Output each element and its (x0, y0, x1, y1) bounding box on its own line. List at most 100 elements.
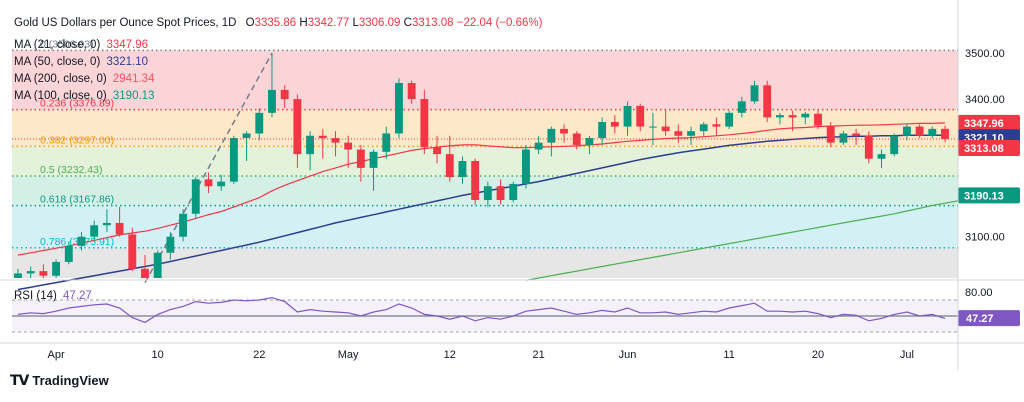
fib-level-label: 0.786 (3075.91) (40, 236, 114, 248)
rsi-line (17, 296, 946, 324)
candle (839, 131, 848, 145)
moving-average-lines (17, 52, 996, 291)
candle-body (610, 122, 619, 127)
candle-body (763, 85, 772, 118)
indicator-value: 2941.34 (112, 73, 155, 85)
price-badge: 3313.08 (958, 139, 1020, 156)
candle (890, 133, 899, 157)
time-tick: 22 (253, 349, 265, 361)
candle-body (204, 179, 213, 187)
fib-zone (12, 247, 958, 278)
rsi-label: RSI (14) (14, 290, 57, 302)
candle (750, 80, 759, 104)
candle-body (318, 135, 327, 139)
ma100-line (525, 194, 996, 281)
candle-body (852, 133, 861, 136)
candle-body (115, 222, 124, 235)
price-badge: 3347.96 (958, 114, 1020, 131)
candle-body (395, 83, 403, 134)
candle (814, 110, 822, 129)
candle (433, 135, 441, 164)
fib-level-label: 0.5 (3232.43) (40, 164, 102, 176)
candle (864, 131, 873, 164)
candle-body (420, 99, 429, 148)
candle-body (268, 89, 276, 113)
price-badge-label: 3347.96 (964, 118, 1004, 130)
candle-body (496, 186, 505, 200)
indicator-ma50[interactable]: MA (50, close, 0) 3321.10 (14, 55, 148, 69)
change-value: −22.04 (−0.66%) (456, 17, 543, 29)
time-tick: 21 (533, 349, 545, 361)
candle (229, 135, 238, 184)
candle-body (242, 133, 251, 139)
candle-body (102, 222, 111, 226)
candle-body (306, 135, 315, 155)
rsi-legend[interactable]: RSI (14) 47.27 (14, 289, 92, 303)
candle (737, 96, 746, 118)
candle (26, 266, 35, 278)
candle-body (14, 273, 22, 278)
candle-body (217, 181, 226, 187)
indicator-ma21[interactable]: MA (21, close, 0) 3347.96 (14, 38, 148, 52)
price-tick: 3100.00 (965, 232, 1005, 244)
candle-body (750, 85, 759, 102)
price-badge-bg (958, 114, 1020, 131)
rsi-badge: 47.27 (958, 310, 1020, 327)
candle (407, 80, 416, 104)
candle-body (648, 126, 657, 128)
candle (369, 149, 378, 191)
candle (293, 94, 302, 168)
indicator-value: 3347.96 (106, 39, 149, 51)
rsi-badge-bg (958, 310, 1020, 327)
candle (699, 122, 708, 136)
candle-body (509, 183, 518, 200)
time-tick: 10 (152, 349, 164, 361)
brand-name: TradingView (32, 373, 109, 388)
fib-level-label: 0.382 (3297.00) (40, 134, 114, 146)
time-tick: May (338, 349, 359, 361)
time-tick: 12 (444, 349, 456, 361)
candle-body (280, 89, 289, 100)
indicator-ma100[interactable]: MA (100, close, 0) 3190.13 (14, 89, 154, 103)
candle-body (153, 252, 162, 278)
candle (242, 131, 251, 161)
tradingview-logo-icon: 𝗧𝗩 (10, 372, 29, 388)
candle-body (547, 128, 556, 143)
fib-zone (12, 205, 958, 248)
candle-body (534, 142, 543, 150)
candle-body (39, 271, 48, 276)
indicator-ma200[interactable]: MA (200, close, 0) 2941.34 (14, 72, 154, 86)
candle-body (255, 112, 264, 134)
candle (458, 156, 467, 184)
candle-body (928, 128, 937, 136)
candle-body (471, 161, 480, 200)
candle (166, 232, 175, 260)
fib-trend-line (144, 52, 273, 283)
candle-body (179, 213, 188, 237)
candle-body (623, 105, 632, 127)
indicator-label: MA (21, close, 0) (14, 39, 101, 51)
rsi-badge-label: 47.27 (966, 313, 994, 325)
candle-body (52, 261, 61, 276)
candle-body (687, 131, 695, 136)
indicator-label: MA (200, close, 0) (14, 73, 107, 85)
candle-body (737, 101, 746, 113)
symbol-header: Gold US Dollars per Ounce Spot Prices, 1… (14, 16, 542, 30)
candle-body (26, 271, 35, 274)
candle (687, 126, 695, 145)
candle-body (445, 154, 454, 178)
candle-body (877, 154, 886, 159)
time-tick: Apr (48, 349, 65, 361)
symbol-title: Gold US Dollars per Ounce Spot Prices, 1… (14, 17, 237, 29)
high-value: 3342.77 (307, 17, 350, 29)
price-badge-label: 3313.08 (964, 143, 1004, 155)
candle-body (864, 135, 873, 159)
rsi-pane: 80.00 47.27 (12, 287, 1020, 333)
candle (915, 124, 924, 139)
time-axis[interactable]: Apr 10 22 May 12 21 Jun 11 20 Jul (48, 349, 914, 361)
brand-footer[interactable]: 𝗧𝗩 TradingView (10, 372, 109, 389)
candle (153, 250, 162, 278)
candle (445, 135, 454, 182)
candle (356, 144, 365, 182)
